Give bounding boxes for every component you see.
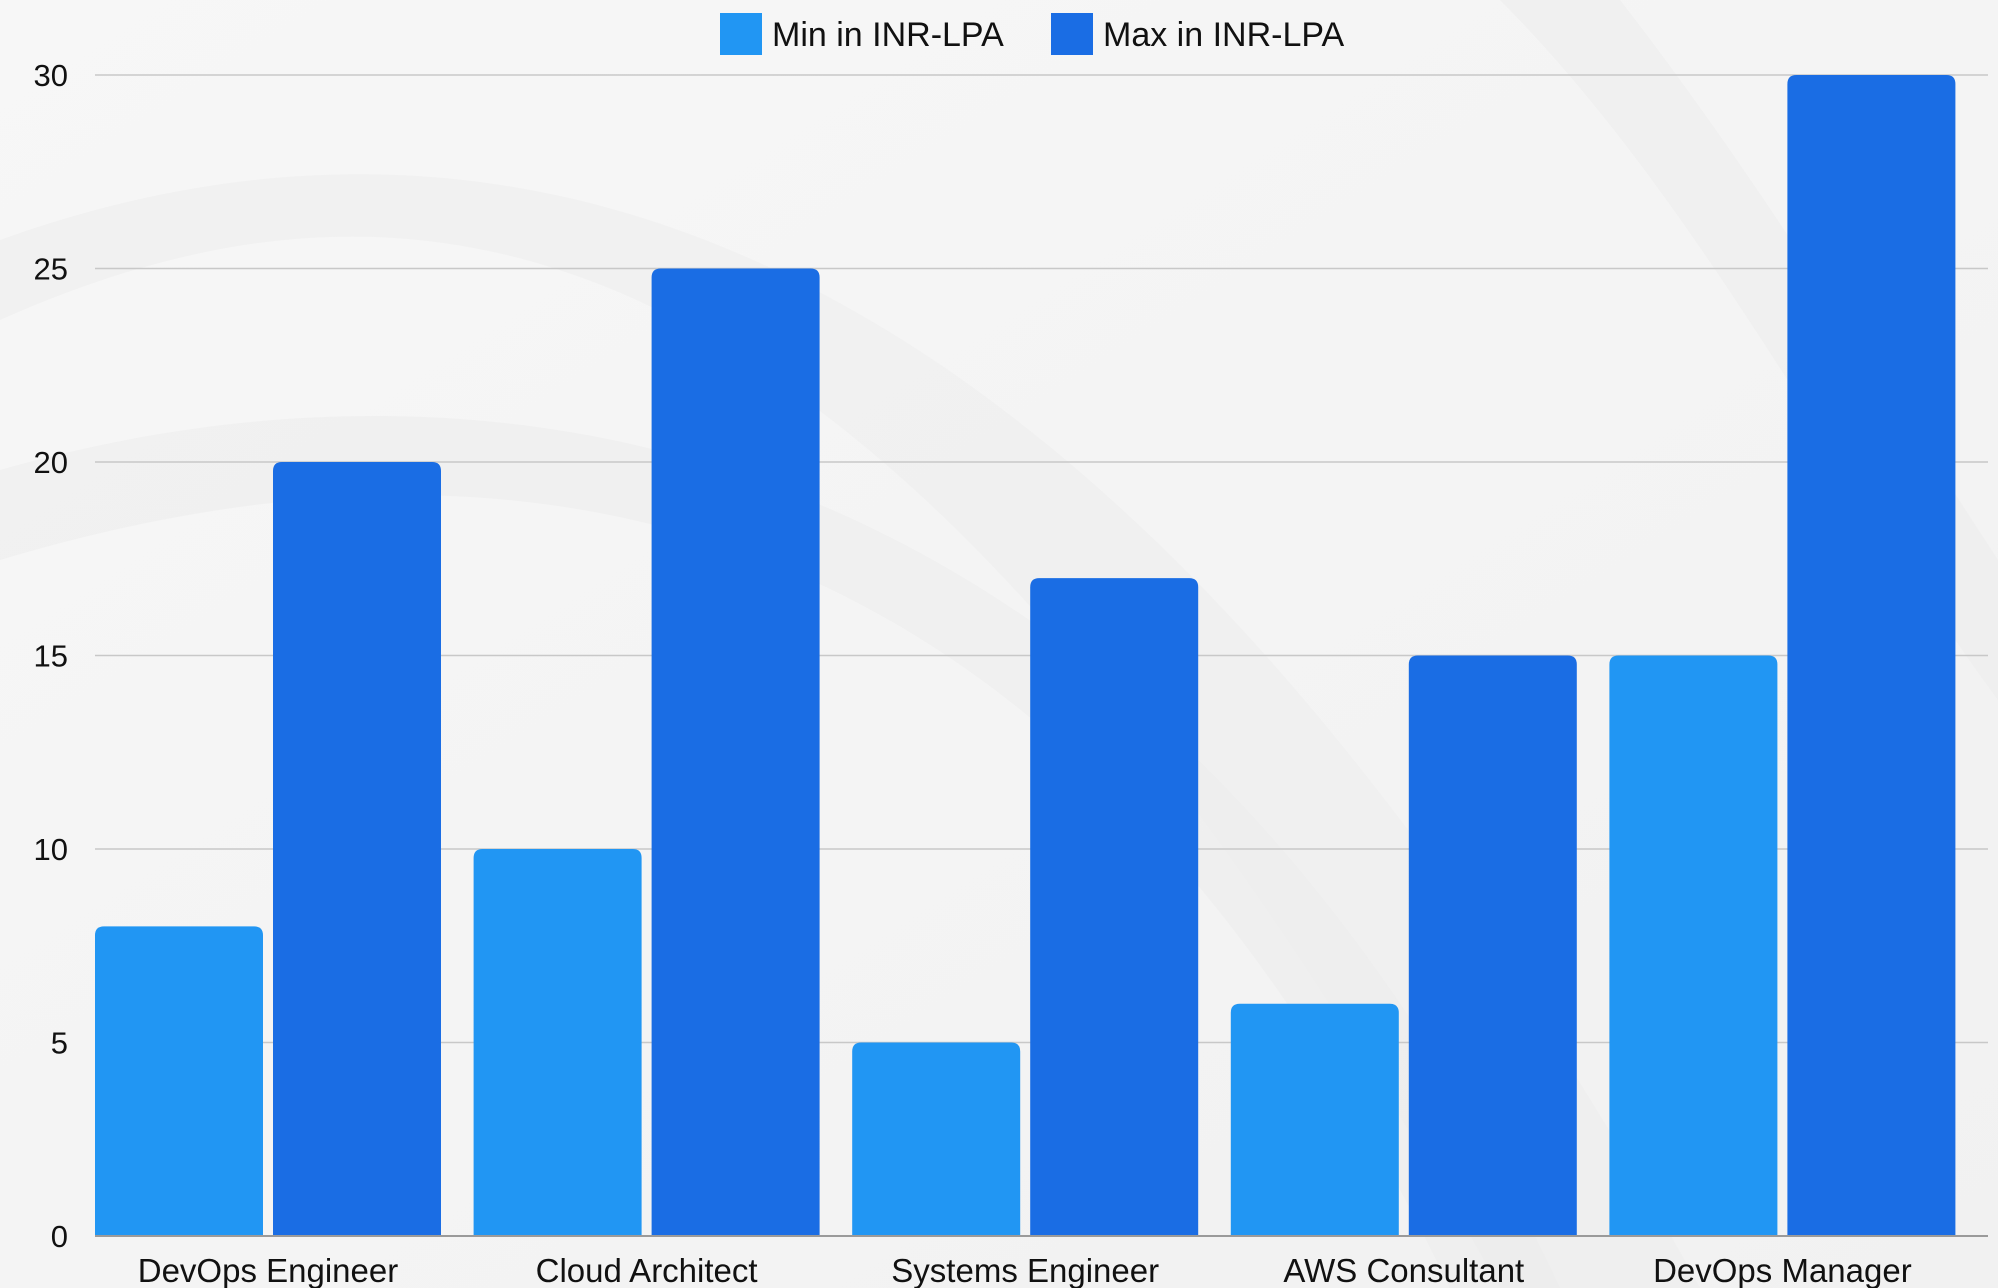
y-tick-label: 5 <box>51 1026 68 1061</box>
y-tick-label: 25 <box>34 252 68 287</box>
y-tick-label: 10 <box>34 832 68 867</box>
bar-max-cloud-architect <box>651 268 820 1236</box>
legend-label-min: Min in INR-LPA <box>772 16 1004 54</box>
y-tick-label: 20 <box>34 445 68 480</box>
legend-label-max: Max in INR-LPA <box>1103 16 1345 54</box>
y-tick-label: 0 <box>51 1219 68 1254</box>
x-tick-label: Systems Engineer <box>891 1252 1159 1288</box>
x-tick-label: Cloud Architect <box>536 1252 758 1288</box>
x-tick-label: DevOps Manager <box>1653 1252 1912 1288</box>
bar-min-systems-engineer <box>852 1042 1021 1236</box>
bar-min-devops-engineer <box>95 926 263 1236</box>
x-tick-label: DevOps Engineer <box>138 1252 398 1288</box>
bar-max-devops-engineer <box>273 462 441 1236</box>
legend-swatch-max <box>1051 13 1093 55</box>
axes: 0 5 10 15 20 25 30 DevOps Engineer Cloud Archite… <box>34 58 1988 1288</box>
y-tick-label: 30 <box>34 58 68 93</box>
background-swoosh <box>0 415 1560 1288</box>
bar-max-aws-consultant <box>1408 655 1577 1236</box>
y-tick-label: 15 <box>34 639 68 674</box>
legend: Min in INR-LPA Max in INR-LPA <box>720 13 1345 55</box>
bar-min-devops-manager <box>1609 655 1778 1236</box>
bars <box>95 75 1956 1236</box>
bar-min-cloud-architect <box>473 849 642 1236</box>
legend-swatch-min <box>720 13 762 55</box>
x-tick-label: AWS Consultant <box>1283 1252 1524 1288</box>
bar-max-devops-manager <box>1787 75 1956 1236</box>
bar-max-systems-engineer <box>1030 578 1199 1236</box>
bar-min-aws-consultant <box>1230 1003 1399 1236</box>
